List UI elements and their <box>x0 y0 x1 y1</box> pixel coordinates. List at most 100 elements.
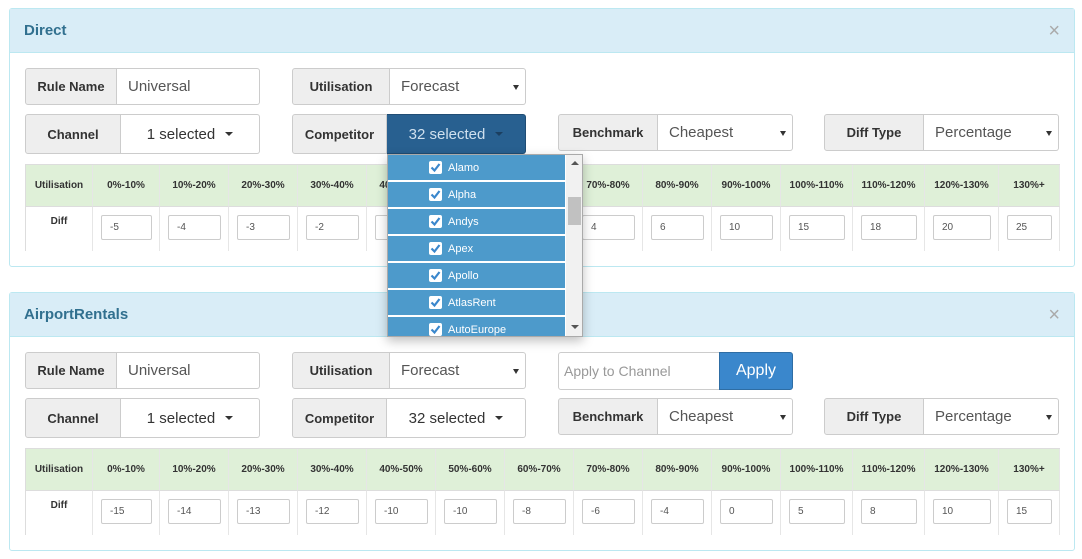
table-cell: 15 <box>999 490 1060 535</box>
table-cell: 20 <box>925 206 999 251</box>
table-cell: -14 <box>160 490 229 535</box>
column-header: 0%-10% <box>93 165 160 206</box>
diff_type-control[interactable]: Percentage <box>924 398 1059 435</box>
dropdown-option[interactable]: Alamo <box>388 155 565 181</box>
panel-title: Direct <box>24 22 67 39</box>
diff-input[interactable]: -15 <box>101 499 152 524</box>
channel-control[interactable]: 1 selected <box>121 398 260 438</box>
diff-input[interactable]: -2 <box>306 215 359 240</box>
dropdown-option[interactable]: AutoEurope <box>388 317 565 336</box>
diff-input[interactable]: 10 <box>720 215 773 240</box>
benchmark-control[interactable]: Cheapest <box>658 114 793 151</box>
table-cell: -5 <box>93 206 160 251</box>
caret <box>225 132 234 136</box>
diff-input[interactable]: 15 <box>1007 499 1052 524</box>
diff-input[interactable]: -4 <box>651 499 704 524</box>
apply-input[interactable]: Apply to Channel <box>558 352 720 390</box>
diff-input[interactable]: -5 <box>101 215 152 240</box>
utilisation-control[interactable]: Forecast <box>390 352 526 389</box>
diff-input[interactable]: 20 <box>933 215 991 240</box>
channel-value: 1 selected <box>146 125 216 143</box>
column-header: 110%-120% <box>853 449 925 490</box>
diff-input[interactable]: -14 <box>168 499 221 524</box>
checkbox[interactable] <box>429 161 442 174</box>
column-header: 80%-90% <box>643 165 712 206</box>
table-cell: -10 <box>436 490 505 535</box>
utilisation-value: Forecast <box>401 78 460 95</box>
checkbox[interactable] <box>429 323 442 336</box>
table-cell: -3 <box>229 206 298 251</box>
table-cell: -4 <box>643 490 712 535</box>
table-cell: 25 <box>999 206 1060 251</box>
diff-input[interactable]: -8 <box>513 499 566 524</box>
dropdown-option[interactable]: Andys <box>388 209 565 235</box>
apply-button[interactable]: Apply <box>719 352 793 390</box>
diff-input[interactable]: -3 <box>237 215 290 240</box>
diff-input[interactable]: -4 <box>168 215 221 240</box>
checkmark <box>430 217 441 227</box>
diff-input[interactable]: 0 <box>720 499 773 524</box>
close-button[interactable]: × <box>1048 304 1060 326</box>
option-label: Alpha <box>448 188 477 201</box>
diff-input[interactable]: -10 <box>444 499 497 524</box>
table-cell: 5 <box>781 490 853 535</box>
rule_name-value: Universal <box>128 78 191 95</box>
checkbox[interactable] <box>429 215 442 228</box>
column-header: 0%-10% <box>93 449 160 490</box>
diff_type-value: Percentage <box>935 124 1012 141</box>
checkbox[interactable] <box>429 188 442 201</box>
diff-input[interactable]: -13 <box>237 499 290 524</box>
diff-input[interactable]: 18 <box>861 215 917 240</box>
utilisation-control[interactable]: Forecast <box>390 68 526 105</box>
column-header: 50%-60% <box>436 449 505 490</box>
diff-input[interactable]: 6 <box>651 215 704 240</box>
column-header: 30%-40% <box>298 449 367 490</box>
diff-input[interactable]: 8 <box>861 499 917 524</box>
panel: Direct × Rule Name Universal Utilisation Fore… <box>9 8 1075 337</box>
diff-input[interactable]: 4 <box>582 215 635 240</box>
diff-input[interactable]: -10 <box>375 499 428 524</box>
close-button[interactable]: × <box>1048 20 1060 42</box>
rule_name-label: Rule Name <box>25 352 117 389</box>
diff-input[interactable]: 25 <box>1007 215 1052 240</box>
competitor-control[interactable]: 32 selected <box>387 398 526 438</box>
column-header: 70%-80% <box>574 165 643 206</box>
benchmark-value: Cheapest <box>669 408 734 425</box>
dropdown-option[interactable]: Apollo <box>388 263 565 289</box>
diff-table: Utilisation Diff 0%-10% -15 10%-20% -14 20%-30… <box>25 448 1060 535</box>
checkmark <box>430 298 441 308</box>
table-cell: 6 <box>643 206 712 251</box>
dropdown-option[interactable]: Apex <box>388 236 565 262</box>
column-header: 70%-80% <box>574 449 643 490</box>
checkbox[interactable] <box>429 242 442 255</box>
diff_type-control[interactable]: Percentage <box>924 114 1059 151</box>
table-cell: 18 <box>853 206 925 251</box>
diff-input[interactable]: 10 <box>933 499 991 524</box>
diff-input[interactable]: 15 <box>789 215 845 240</box>
dropdown-option[interactable]: Alpha <box>388 182 565 208</box>
checkmark <box>430 190 441 200</box>
benchmark-control[interactable]: Cheapest <box>658 398 793 435</box>
column-header: 10%-20% <box>160 449 229 490</box>
competitor-control[interactable]: 32 selected <box>387 114 526 154</box>
dropdown-option[interactable]: AtlasRent <box>388 290 565 316</box>
channel-value: 1 selected <box>146 409 216 427</box>
channel-label: Channel <box>25 398 121 438</box>
checkbox[interactable] <box>429 269 442 282</box>
utilisation-label: Utilisation <box>292 352 390 389</box>
diff-input[interactable]: -12 <box>306 499 359 524</box>
rule_name-control[interactable]: Universal <box>117 68 260 105</box>
competitor-value: 32 selected <box>408 409 486 427</box>
scrollbar[interactable] <box>566 155 582 336</box>
table-cell: -4 <box>160 206 229 251</box>
checkbox[interactable] <box>429 296 442 309</box>
diff-input[interactable]: 5 <box>789 499 845 524</box>
column-header: 90%-100% <box>712 449 781 490</box>
diff-input[interactable]: -6 <box>582 499 635 524</box>
rule_name-control[interactable]: Universal <box>117 352 260 389</box>
column-header: Utilisation <box>26 449 93 490</box>
table-cell: -6 <box>574 490 643 535</box>
table-cell: -13 <box>229 490 298 535</box>
channel-control[interactable]: 1 selected <box>121 114 260 154</box>
table-cell: 4 <box>574 206 643 251</box>
